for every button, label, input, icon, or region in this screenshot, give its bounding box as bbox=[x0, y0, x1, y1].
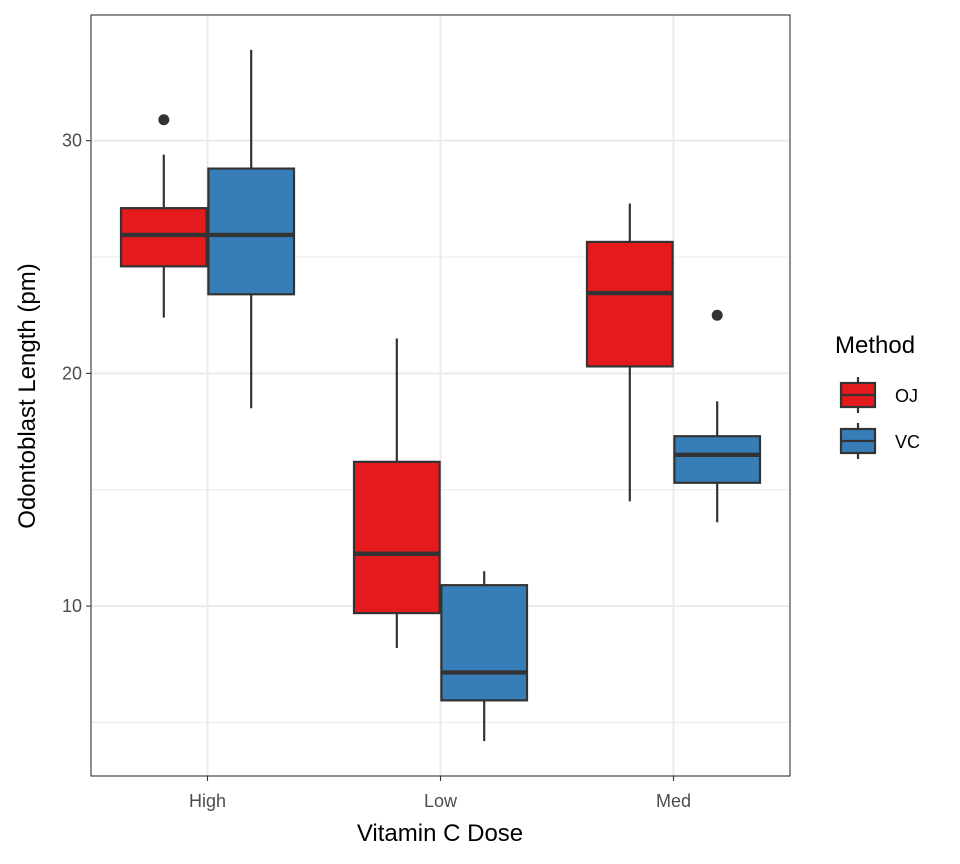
y-tick-label: 10 bbox=[62, 596, 82, 616]
box-VC-Med bbox=[673, 309, 762, 523]
outlier-point bbox=[158, 114, 170, 126]
x-tick-label: Med bbox=[656, 791, 691, 811]
legend-label-OJ: OJ bbox=[895, 386, 918, 406]
box bbox=[440, 584, 529, 702]
y-axis-title: Odontoblast Length (pm) bbox=[14, 263, 41, 529]
axes: 10 20 30 High Low Med bbox=[62, 131, 691, 811]
box bbox=[585, 240, 674, 368]
x-tick-label: Low bbox=[424, 791, 458, 811]
box-OJ-Med bbox=[585, 203, 674, 502]
box bbox=[207, 167, 296, 296]
boxes bbox=[119, 49, 762, 742]
box bbox=[673, 435, 762, 484]
x-axis-title: Vitamin C Dose bbox=[357, 820, 523, 847]
y-tick-label: 30 bbox=[62, 131, 82, 151]
x-tick-label: High bbox=[189, 791, 226, 811]
box bbox=[352, 460, 441, 615]
legend-label-VC: VC bbox=[895, 432, 920, 452]
y-tick-label: 20 bbox=[62, 363, 82, 383]
box-OJ-High bbox=[119, 114, 208, 318]
box-VC-High bbox=[207, 49, 296, 409]
legend-title: Method bbox=[835, 332, 915, 359]
outlier-point bbox=[711, 309, 723, 321]
legend: Method OJ VC bbox=[835, 332, 920, 459]
box-OJ-Low bbox=[352, 338, 441, 649]
box-VC-Low bbox=[440, 571, 529, 742]
box bbox=[119, 207, 208, 268]
